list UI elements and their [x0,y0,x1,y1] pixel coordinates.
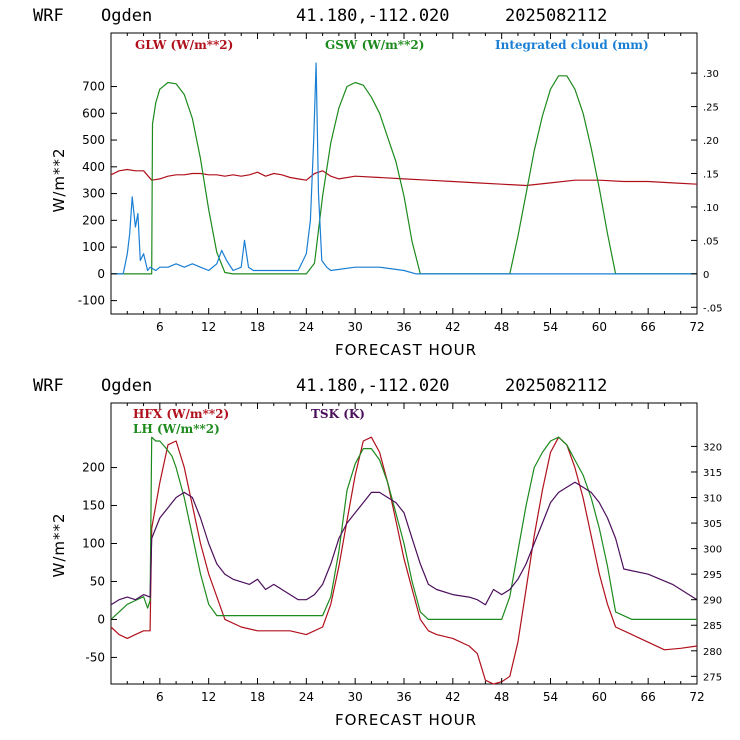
y-tick-label: 150 [82,499,105,513]
series-line-hfx [110,436,698,685]
header-site: Ogden [101,6,152,26]
header-coords: 41.180,-112.020 [296,376,450,396]
x-tick-label: 24 [299,690,314,704]
x-tick-label: 66 [641,690,656,704]
x-tick-label: 60 [592,690,607,704]
x-tick-label: 18 [250,320,265,334]
x-tick-label: 42 [445,690,460,704]
y2-tick-label: 300 [703,545,722,556]
y-tick-label: 700 [82,80,105,94]
x-tick-label: 18 [250,690,265,704]
y2-tick-label: 285 [703,621,722,632]
header-site: Ogden [101,376,152,396]
y-axis-label: W/m**2 [50,147,68,212]
series-line-glw [110,168,698,187]
y-tick-label: -100 [78,294,105,308]
series-line-tsk [110,481,698,606]
x-tick-label: 60 [592,320,607,334]
chart-panel-radiation: WRF Ogden 41.180,-112.020 2025082112 6 12… [33,6,723,359]
y2-tick-label: 0 [703,270,709,281]
y2-tick-label: .05 [703,236,719,247]
x-tick-label: 54 [543,320,558,334]
y-axis-label: W/m**2 [50,512,68,577]
x-tick-label: 36 [396,690,411,704]
y-tick-label: 100 [82,537,105,551]
series-layer [110,62,698,275]
x-axis-label: FORECAST HOUR [335,711,477,729]
y2-tick-label: 310 [703,494,722,505]
y-tick-label: 50 [90,574,105,588]
legend-gsw: GSW (W/m**2) [325,38,424,52]
x-tick-label: 36 [396,320,411,334]
header-coords: 41.180,-112.020 [296,6,450,26]
x-tick-label: 66 [641,320,656,334]
x-tick-label: 72 [689,690,704,704]
y2-tick-label: .10 [703,203,719,214]
y-tick-label: 200 [82,213,105,227]
legend-tsk: TSK (K) [311,407,365,421]
x-tick-label: 54 [543,690,558,704]
header-model: WRF [33,6,64,26]
chart-panel-fluxes: WRF Ogden 41.180,-112.020 2025082112 6 12… [33,376,722,729]
header-run: 2025082112 [505,6,607,26]
x-tick-label: 6 [156,690,164,704]
header-run: 2025082112 [505,376,607,396]
series-line-gsw [111,75,697,275]
y-tick-label: 0 [97,267,105,281]
y-tick-label: -50 [85,650,105,664]
x-tick-label: 6 [156,320,164,334]
x-tick-label: 12 [201,320,216,334]
axis-ticks: 6 12 18 24 30 36 42 48 54 60 66 72 -50 0 50 100 150 200 27… [82,403,722,704]
y-tick-label: 200 [82,461,105,475]
legend-lh: LH (W/m**2) [133,422,220,436]
x-tick-label: 12 [201,690,216,704]
y2-tick-label: 280 [703,647,722,658]
y2-tick-label: .25 [703,103,719,114]
y2-tick-label: .15 [703,170,719,181]
x-tick-label: 24 [299,320,314,334]
y2-tick-label: 295 [703,570,722,581]
x-tick-label: 48 [494,320,509,334]
y2-tick-label: .30 [703,69,719,80]
axis-ticks: 6 12 18 24 30 36 42 48 54 60 66 72 -100 0 100 200 300 400… [78,33,723,334]
series-layer [110,436,698,685]
y2-tick-label: 320 [703,442,722,453]
y-tick-label: 600 [82,106,105,120]
series-line-lh [110,436,697,621]
x-tick-label: 42 [445,320,460,334]
x-tick-label: 48 [494,690,509,704]
x-tick-label: 30 [348,320,363,334]
legend-cloud: Integrated cloud (mm) [495,38,649,52]
y2-tick-label: .20 [703,136,719,147]
x-axis-label: FORECAST HOUR [335,341,477,359]
y2-tick-label: 305 [703,519,722,530]
legend-hfx: HFX (W/m**2) [133,407,229,421]
series-line-integrated [111,62,697,275]
y-tick-label: 100 [82,240,105,254]
header-model: WRF [33,376,64,396]
legend-glw: GLW (W/m**2) [135,38,233,52]
x-tick-label: 30 [348,690,363,704]
y2-tick-label: 315 [703,468,722,479]
x-tick-label: 72 [689,320,704,334]
y-tick-label: 300 [82,187,105,201]
y2-tick-label: 290 [703,596,722,607]
y-tick-label: 400 [82,160,105,174]
y2-tick-label: -.05 [703,303,723,314]
y-tick-label: 0 [97,612,105,626]
y-tick-label: 500 [82,133,105,147]
y2-tick-label: 275 [703,672,722,683]
